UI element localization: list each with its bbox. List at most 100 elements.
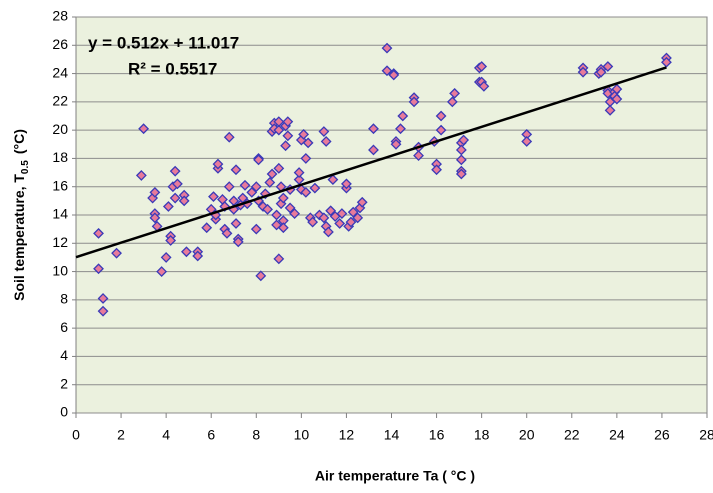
point <box>156 266 168 277</box>
point <box>325 205 337 217</box>
point <box>232 236 244 248</box>
point <box>169 165 181 177</box>
point <box>230 218 242 229</box>
point <box>595 66 607 78</box>
point <box>162 201 174 212</box>
point <box>230 164 242 176</box>
point <box>149 186 161 198</box>
point <box>397 110 409 122</box>
point <box>239 179 251 191</box>
point <box>223 131 235 143</box>
point <box>97 305 109 317</box>
point <box>298 128 310 140</box>
point <box>320 136 332 147</box>
point <box>307 216 319 228</box>
x-tick-label: 22 <box>564 427 580 443</box>
point <box>280 140 292 152</box>
point <box>293 167 305 178</box>
point <box>521 136 533 147</box>
point <box>277 222 289 234</box>
point <box>322 226 334 238</box>
point <box>435 124 447 136</box>
y-tick-label: 16 <box>52 177 68 193</box>
point <box>352 212 364 224</box>
point <box>368 123 379 135</box>
point <box>381 42 393 54</box>
x-tick-label: 18 <box>474 427 490 443</box>
point <box>318 126 330 137</box>
y-axis-label: Soil temperature, T0.5 (°C) <box>11 129 31 301</box>
point <box>345 216 357 228</box>
point <box>266 168 278 180</box>
point <box>336 208 348 220</box>
y-tick-label: 28 <box>52 8 68 24</box>
x-tick-label: 20 <box>519 427 535 443</box>
trendline <box>75 66 667 259</box>
point <box>282 130 294 142</box>
y-tick-label: 2 <box>60 375 68 391</box>
y-tick-label: 4 <box>60 347 68 363</box>
point <box>246 186 258 198</box>
point <box>259 188 271 200</box>
y-tick-label: 24 <box>52 64 68 80</box>
point <box>577 66 589 78</box>
point <box>341 178 352 190</box>
y-tick-label: 26 <box>52 36 68 52</box>
point <box>300 186 312 198</box>
point <box>356 196 368 208</box>
point <box>390 138 402 150</box>
point <box>149 212 161 224</box>
point <box>93 263 104 275</box>
y-tick-label: 14 <box>52 206 68 222</box>
point <box>478 80 490 92</box>
point <box>171 178 183 190</box>
x-tick-label: 0 <box>72 427 80 443</box>
point <box>388 69 400 81</box>
point <box>381 65 393 77</box>
point <box>253 154 264 166</box>
point <box>395 123 406 135</box>
point <box>431 164 442 176</box>
x-tick-label: 10 <box>294 427 310 443</box>
y-tick-label: 0 <box>60 404 68 420</box>
point <box>250 223 262 235</box>
y-tick-label: 12 <box>52 234 68 250</box>
point <box>111 247 122 259</box>
point <box>435 110 447 122</box>
point <box>368 144 379 156</box>
point <box>271 219 282 231</box>
point <box>135 169 147 181</box>
x-tick-label: 28 <box>699 427 713 443</box>
point <box>476 61 488 72</box>
point <box>300 153 312 164</box>
point <box>192 250 204 262</box>
point <box>255 270 267 282</box>
point <box>169 192 181 204</box>
x-tick-label: 2 <box>117 427 125 443</box>
point <box>327 174 339 186</box>
point <box>273 253 285 265</box>
point <box>273 162 285 174</box>
point <box>302 137 314 149</box>
point <box>212 158 224 170</box>
y-tick-label: 22 <box>52 93 68 109</box>
equation: y = 0.512x + 11.017 <box>88 33 239 52</box>
point <box>446 96 458 108</box>
point <box>334 218 346 229</box>
x-tick-label: 6 <box>207 427 215 443</box>
x-tick-label: 16 <box>429 427 445 443</box>
point <box>455 168 467 180</box>
point <box>221 227 233 239</box>
r-squared: R² = 0.5517 <box>128 59 217 78</box>
point <box>262 203 273 215</box>
point <box>455 154 467 166</box>
x-tick-label: 26 <box>654 427 670 443</box>
point <box>611 93 623 105</box>
point <box>178 195 190 207</box>
point <box>264 177 276 188</box>
y-tick-label: 6 <box>60 319 68 335</box>
point <box>273 124 285 136</box>
point <box>661 56 672 68</box>
y-label-unit: (°C) <box>11 129 27 154</box>
